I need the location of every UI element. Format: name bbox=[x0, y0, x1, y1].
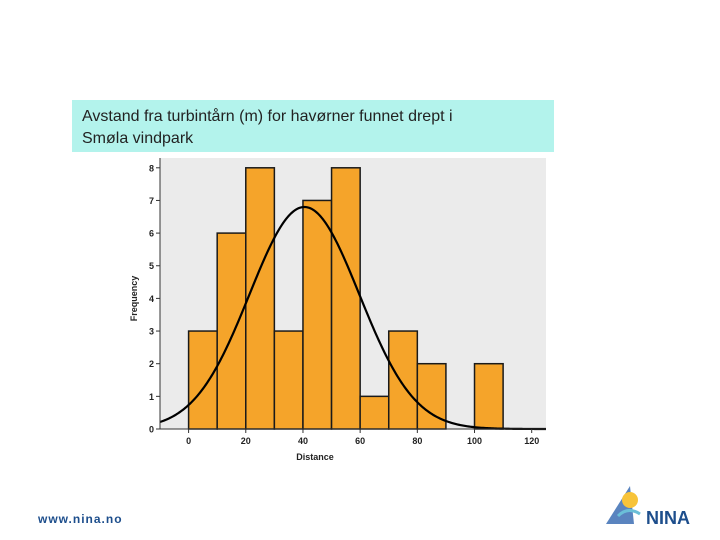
y-tick-label: 4 bbox=[149, 294, 154, 304]
slide-title-box: Avstand fra turbintårn (m) for havørner … bbox=[72, 100, 554, 152]
y-tick-label: 1 bbox=[149, 392, 154, 402]
y-axis-label: Frequency bbox=[129, 276, 139, 322]
normal-curve-line bbox=[159, 205, 547, 431]
histogram-bar bbox=[302, 199, 333, 430]
histogram-bar bbox=[473, 362, 504, 430]
y-tick-label: 3 bbox=[149, 327, 154, 337]
y-tick-label: 2 bbox=[149, 359, 154, 369]
slide-title-line-2: Smøla vindpark bbox=[82, 130, 194, 147]
y-tick-label: 0 bbox=[149, 425, 154, 435]
slide-title-line-1: Avstand fra turbintårn (m) for havørner … bbox=[82, 108, 453, 125]
x-tick-label: 40 bbox=[298, 436, 308, 446]
y-tick-label: 6 bbox=[149, 229, 154, 239]
histogram-bar bbox=[273, 330, 304, 430]
y-tick-label: 5 bbox=[149, 261, 154, 271]
x-tick-label: 120 bbox=[524, 436, 539, 446]
histogram-bar bbox=[216, 232, 247, 430]
x-axis-label: Distance bbox=[296, 452, 334, 462]
footer-url[interactable]: www.nina.no bbox=[38, 512, 123, 526]
histogram-bar bbox=[387, 330, 419, 430]
histogram-bar bbox=[187, 330, 218, 430]
y-tick-label: 7 bbox=[149, 196, 154, 206]
x-tick-label: 0 bbox=[186, 436, 191, 446]
x-tick-label: 80 bbox=[412, 436, 422, 446]
nina-logo-icon bbox=[606, 486, 641, 524]
x-tick-label: 60 bbox=[355, 436, 365, 446]
histogram-bar bbox=[245, 167, 276, 430]
x-tick-label: 100 bbox=[467, 436, 482, 446]
histogram-bar bbox=[330, 167, 361, 430]
y-tick-label: 8 bbox=[149, 163, 154, 173]
x-tick-label: 20 bbox=[241, 436, 251, 446]
nina-logo-text: NINA bbox=[646, 508, 690, 528]
histogram-bar bbox=[359, 395, 390, 430]
